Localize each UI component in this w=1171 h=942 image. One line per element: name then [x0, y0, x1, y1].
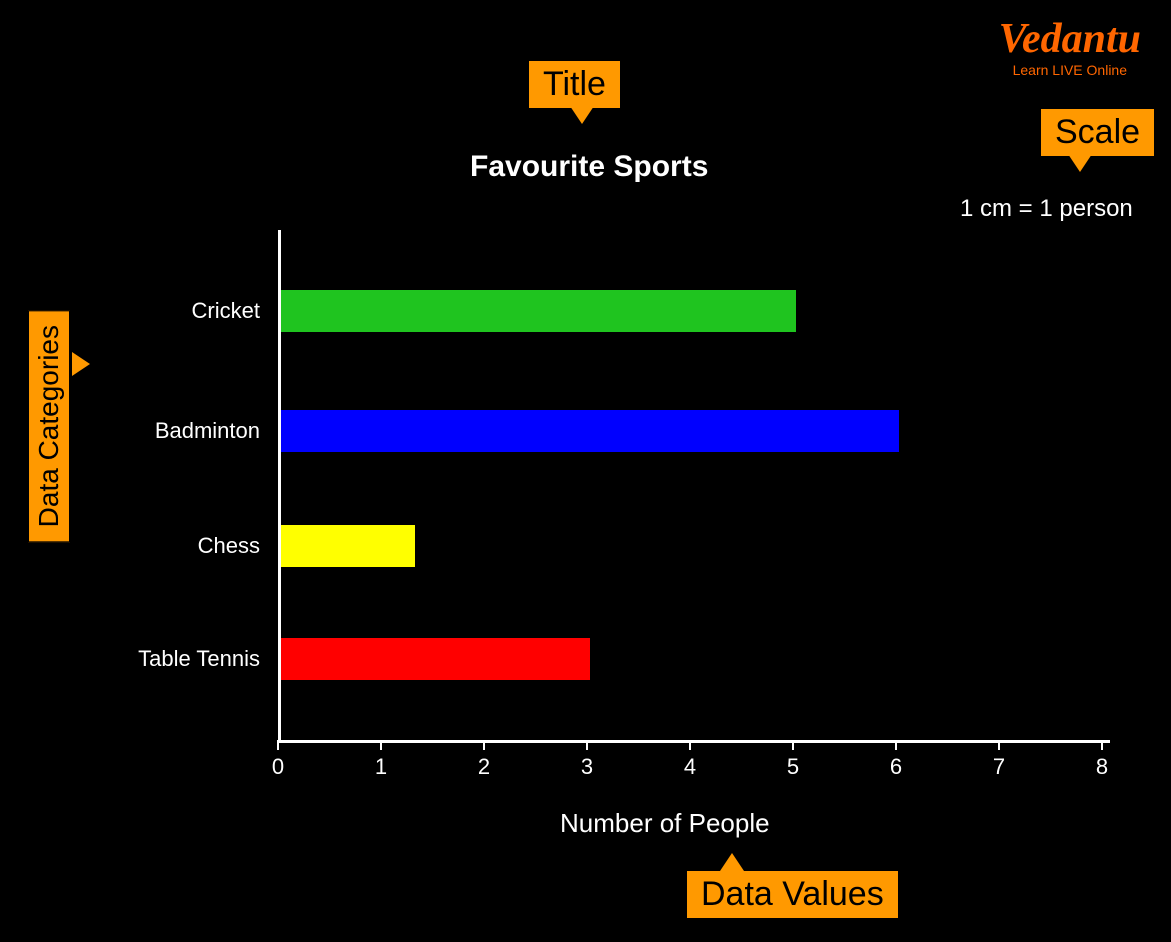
- callout-scale: Scale: [1040, 108, 1155, 157]
- bar-tabletennis: [281, 638, 590, 680]
- x-tick-label: 1: [361, 754, 401, 780]
- callout-scale-text: Scale: [1055, 113, 1140, 151]
- x-tick-mark: [895, 740, 897, 750]
- x-tick-mark: [792, 740, 794, 750]
- x-tick-mark: [689, 740, 691, 750]
- x-tick-mark: [998, 740, 1000, 750]
- x-tick-label: 0: [258, 754, 298, 780]
- y-label-tabletennis: Table Tennis: [120, 646, 260, 672]
- x-tick-label: 6: [876, 754, 916, 780]
- callout-categories-pointer: [72, 352, 90, 376]
- brand-logo: Vedantu Learn LIVE Online: [999, 18, 1141, 78]
- chart-title: Favourite Sports: [470, 150, 708, 184]
- logo-text: Vedantu: [999, 18, 1141, 60]
- y-label-badminton: Badminton: [120, 418, 260, 444]
- x-tick-label: 4: [670, 754, 710, 780]
- bar-badminton: [281, 410, 899, 452]
- x-tick-mark: [483, 740, 485, 750]
- x-tick-label: 5: [773, 754, 813, 780]
- y-label-chess: Chess: [120, 533, 260, 559]
- callout-categories: Data Categories: [28, 310, 70, 542]
- callout-scale-pointer: [1068, 154, 1092, 172]
- x-tick-label: 2: [464, 754, 504, 780]
- y-label-cricket: Cricket: [120, 298, 260, 324]
- callout-title: Title: [528, 60, 621, 109]
- callout-values: Data Values: [686, 870, 899, 919]
- bar-chess: [281, 525, 415, 567]
- x-axis-label: Number of People: [560, 808, 770, 839]
- x-axis: [278, 740, 1110, 743]
- callout-values-pointer: [720, 853, 744, 871]
- x-tick-label: 8: [1082, 754, 1122, 780]
- callout-categories-text: Data Categories: [33, 325, 64, 527]
- x-tick-mark: [380, 740, 382, 750]
- x-tick-mark: [1101, 740, 1103, 750]
- x-tick-mark: [586, 740, 588, 750]
- logo-tagline: Learn LIVE Online: [999, 62, 1141, 78]
- scale-label: 1 cm = 1 person: [960, 195, 1133, 223]
- callout-title-pointer: [570, 106, 594, 124]
- x-tick-label: 3: [567, 754, 607, 780]
- callout-values-text: Data Values: [701, 875, 884, 913]
- x-tick-mark: [277, 740, 279, 750]
- bar-cricket: [281, 290, 796, 332]
- callout-title-text: Title: [543, 65, 606, 103]
- x-tick-label: 7: [979, 754, 1019, 780]
